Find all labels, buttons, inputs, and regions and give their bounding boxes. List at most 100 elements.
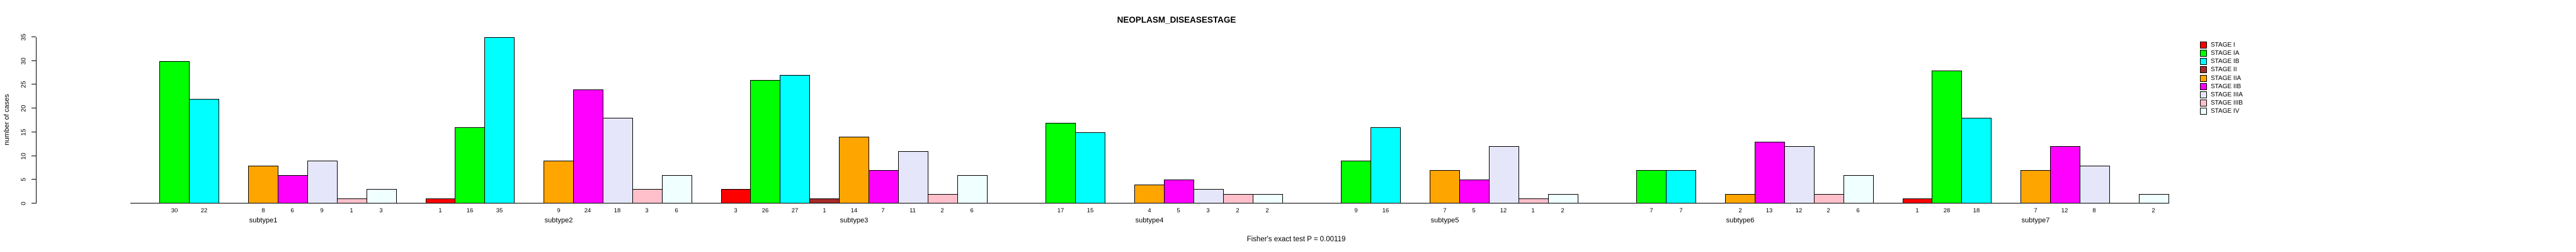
legend-label: STAGE IB <box>2211 58 2240 66</box>
y-tick-label: 20 <box>20 105 28 112</box>
bar <box>1164 180 1194 203</box>
bar <box>159 61 190 203</box>
bar-value-label: 2 <box>1236 207 1240 214</box>
bar-value-label: 3 <box>1206 207 1210 214</box>
bar <box>1223 194 1253 203</box>
bar <box>780 75 810 203</box>
legend-swatch <box>2200 66 2207 74</box>
bar-value-label: 1 <box>1531 207 1535 214</box>
bar-value-label: 30 <box>171 207 178 214</box>
y-tick-label: 30 <box>20 57 28 65</box>
legend-label: STAGE IIIA <box>2211 91 2243 98</box>
bar-value-label: 15 <box>1086 207 1094 214</box>
bar-value-label: 12 <box>1795 207 1803 214</box>
bar <box>1075 132 1105 203</box>
x-group-label: subtype1 <box>249 217 278 224</box>
bar-value-label: 24 <box>584 207 591 214</box>
x-group-label: subtype4 <box>1135 217 1164 224</box>
bar <box>278 175 308 203</box>
bar-value-label: 27 <box>791 207 799 214</box>
bar <box>2080 166 2110 203</box>
bar-value-label: 26 <box>761 207 769 214</box>
legend-label: STAGE IIA <box>2211 74 2242 82</box>
bar-value-label: 9 <box>1354 207 1358 214</box>
bar <box>189 99 219 203</box>
chart-title: NEOPLASM_DISEASESTAGE <box>1117 15 1236 25</box>
bar-value-label: 2 <box>1265 207 1269 214</box>
y-tick-label: 35 <box>20 33 28 41</box>
bar-value-label: 18 <box>613 207 621 214</box>
bar <box>1932 71 1962 203</box>
bar-value-label: 18 <box>1973 207 1980 214</box>
y-tick <box>31 179 36 180</box>
bar <box>750 80 780 203</box>
bar <box>1194 189 1224 203</box>
bar-value-label: 11 <box>909 207 916 214</box>
bar-value-label: 4 <box>1148 207 1151 214</box>
bar <box>248 166 278 203</box>
bar <box>1784 146 1815 203</box>
x-group-label: subtype5 <box>1430 217 1459 224</box>
bar <box>573 89 603 203</box>
bar-value-label: 1 <box>350 207 353 214</box>
bar-value-label: 1 <box>438 207 442 214</box>
legend-label: STAGE I <box>2211 42 2235 49</box>
bar <box>2050 146 2080 203</box>
x-group-label: subtype3 <box>840 217 869 224</box>
y-axis-line <box>36 37 37 203</box>
bar-value-label: 9 <box>320 207 324 214</box>
bar <box>1341 161 1371 203</box>
bar <box>1844 175 1874 203</box>
bar <box>957 175 988 203</box>
bar-value-label: 6 <box>675 207 678 214</box>
y-axis-title: number of cases <box>3 94 11 146</box>
bar-value-label: 3 <box>379 207 383 214</box>
bar <box>869 170 899 203</box>
y-tick-label: 15 <box>20 129 28 136</box>
bar-value-label: 1 <box>823 207 826 214</box>
bar-value-label: 9 <box>557 207 561 214</box>
bar-value-label: 5 <box>1177 207 1180 214</box>
bar-value-label: 3 <box>734 207 738 214</box>
fisher-test-annotation: Fisher's exact test P = 0.00119 <box>1246 236 1346 243</box>
bar <box>928 194 958 203</box>
bar <box>337 198 367 203</box>
x-group-label: subtype2 <box>544 217 573 224</box>
x-group-label: subtype7 <box>2021 217 2050 224</box>
bar-value-label: 7 <box>1650 207 1653 214</box>
bar <box>484 37 515 203</box>
bar-value-label: 8 <box>2092 207 2096 214</box>
legend-label: STAGE IIB <box>2211 83 2242 90</box>
legend-swatch <box>2200 74 2207 82</box>
y-tick-label: 0 <box>20 202 28 205</box>
bar <box>1430 170 1460 203</box>
bar-value-label: 7 <box>1443 207 1447 214</box>
bar <box>455 127 485 203</box>
bar-value-label: 2 <box>1738 207 1742 214</box>
bar-value-label: 16 <box>466 207 474 214</box>
bar <box>2139 194 2169 203</box>
bar <box>1636 170 1667 203</box>
legend-swatch <box>2200 50 2207 57</box>
bar <box>1814 194 1844 203</box>
bar-value-label: 6 <box>970 207 974 214</box>
bar-value-label: 22 <box>200 207 208 214</box>
y-tick-label: 5 <box>20 178 28 181</box>
bar <box>898 151 928 203</box>
legend-swatch <box>2200 83 2207 90</box>
bar-value-label: 6 <box>1856 207 1860 214</box>
bar-value-label: 6 <box>290 207 294 214</box>
bar <box>426 198 455 203</box>
bar-value-label: 7 <box>1679 207 1683 214</box>
bar-value-label: 17 <box>1057 207 1064 214</box>
legend-swatch <box>2200 100 2207 107</box>
y-tick-label: 25 <box>20 81 28 88</box>
bar <box>603 118 633 203</box>
bar <box>1371 127 1401 203</box>
bar-value-label: 2 <box>940 207 944 214</box>
bar <box>809 198 840 203</box>
y-tick <box>31 60 36 61</box>
bar <box>632 189 663 203</box>
bar <box>1489 146 1519 203</box>
legend-swatch <box>2200 91 2207 98</box>
